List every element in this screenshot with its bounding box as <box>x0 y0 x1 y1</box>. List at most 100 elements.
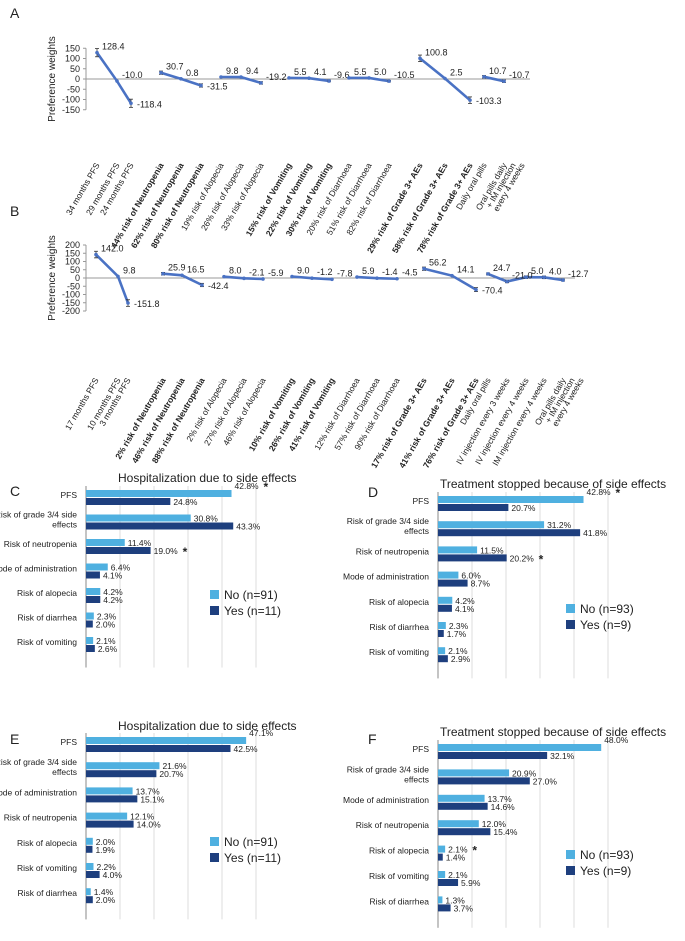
category-label: PFS <box>412 496 429 506</box>
data-label: 56.2 <box>429 258 447 268</box>
bar-value-label: 4.0% <box>103 870 123 880</box>
legend-swatch-yes <box>566 620 575 629</box>
data-label: 5.5 <box>294 67 307 77</box>
bar-value-label: 13.7% <box>488 794 513 804</box>
bar-value-label: 27.0% <box>533 776 558 786</box>
chart-title: Treatment stopped because of side effect… <box>440 725 666 739</box>
bar-value-label: 21.6% <box>162 761 187 771</box>
bar-value-label: 48.0% <box>604 735 629 745</box>
legend-label: No (n=93) <box>580 848 634 862</box>
bar-chart-C: C Hospitalization due to side effects PFS 4… <box>0 471 297 668</box>
bar-value-label: 20.7% <box>159 769 184 779</box>
panel-label: B <box>10 203 19 219</box>
data-label: 5.9 <box>362 266 375 276</box>
bar-value-label: 2.1% <box>448 646 468 656</box>
y-tick-label: 100 <box>65 54 80 64</box>
category-label: 17% risk of Grade 3+ AEs <box>369 376 429 470</box>
data-point <box>482 75 486 79</box>
bar-yes <box>86 871 100 878</box>
bar-value-label: 20.7% <box>511 503 536 513</box>
category-label: Risk of diarrhea <box>17 888 77 898</box>
data-label: 0.8 <box>186 68 199 78</box>
y-tick-label: 150 <box>65 43 80 53</box>
bar-value-label: 47.1% <box>249 728 274 738</box>
legend-label: No (n=91) <box>224 835 278 849</box>
category-label: Risk of alopecia <box>369 597 429 607</box>
bar-value-label: 2.0% <box>96 837 116 847</box>
bar-value-label: 24.8% <box>173 497 198 507</box>
data-label: 5.0 <box>374 67 387 77</box>
bar-yes <box>86 845 93 853</box>
legend-swatch-no <box>210 590 219 599</box>
bar-no <box>86 539 125 546</box>
data-point <box>450 273 454 278</box>
bar-value-label: 8.7% <box>471 579 491 589</box>
data-label: -151.8 <box>134 299 160 309</box>
data-point <box>418 56 422 61</box>
bar-yes <box>438 630 444 637</box>
bar-value-label: 1.9% <box>95 845 115 855</box>
bar-value-label: 6.0% <box>461 571 481 581</box>
bar-yes <box>86 645 95 652</box>
data-point <box>115 79 119 83</box>
bar-value-label: 42.8% <box>235 481 260 491</box>
legend-label: No (n=93) <box>580 602 634 616</box>
legend-label: No (n=91) <box>224 588 278 602</box>
category-label: Risk of diarrhea <box>369 622 429 632</box>
category-label: Risk of neutropenia <box>356 546 430 556</box>
category-label: Risk of vomiting <box>17 637 77 647</box>
data-point <box>222 274 226 279</box>
bar-yes <box>438 554 507 562</box>
data-label: -10.7 <box>509 70 530 80</box>
data-label: -42.4 <box>208 281 229 291</box>
data-point <box>395 276 399 281</box>
category-label: Risk of neutropenia <box>356 820 430 830</box>
bar-yes <box>86 820 134 828</box>
data-label: -1.2 <box>317 267 333 277</box>
category-label: PFS <box>60 737 77 747</box>
bar-yes <box>438 904 451 912</box>
category-label: Risk of vomiting <box>369 871 429 881</box>
y-tick-label: -200 <box>62 306 80 316</box>
category-label: effects <box>404 774 429 784</box>
bar-no <box>86 490 232 497</box>
bar-value-label: 1.4% <box>94 887 114 897</box>
bar-no <box>438 571 459 579</box>
bar-value-label: 32.1% <box>550 751 575 761</box>
bar-value-label: 20.2% <box>510 553 535 563</box>
bar-no <box>438 521 545 529</box>
bar-no <box>86 588 101 595</box>
data-point <box>502 79 506 83</box>
data-label: 4.1 <box>314 67 327 77</box>
bar-value-label: 2.6% <box>98 644 118 654</box>
data-label: 4.0 <box>549 266 562 276</box>
data-point <box>561 278 565 282</box>
data-label: -7.8 <box>337 268 353 278</box>
bar-value-label: 13.7% <box>136 786 161 796</box>
panel-label: A <box>10 5 20 21</box>
bar-value-label: 15.4% <box>493 827 518 837</box>
data-point <box>261 277 265 281</box>
category-label: Mode of administration <box>343 572 429 582</box>
data-label: 16.5 <box>187 264 205 274</box>
data-label: 9.4 <box>246 66 259 76</box>
legend-swatch-no <box>566 850 575 859</box>
bar-no <box>86 737 247 744</box>
y-axis-label: Preference weights <box>47 36 58 122</box>
bar-value-label: 20.9% <box>512 768 537 778</box>
bar-value-label: 42.5% <box>234 744 259 754</box>
category-label: Risk of alopecia <box>369 846 429 856</box>
bar-no <box>438 896 443 904</box>
bar-yes <box>438 529 581 537</box>
bar-value-label: 4.1% <box>455 604 475 614</box>
data-point <box>330 277 334 282</box>
data-point <box>310 276 314 280</box>
data-point <box>542 275 546 280</box>
bar-value-label: 41.8% <box>583 528 608 538</box>
y-tick-label: 0 <box>75 74 80 84</box>
bar-value-label: 11.4% <box>128 538 152 548</box>
legend-swatch-yes <box>210 606 219 615</box>
data-label: -12.7 <box>568 269 589 279</box>
bar-no <box>86 787 133 795</box>
